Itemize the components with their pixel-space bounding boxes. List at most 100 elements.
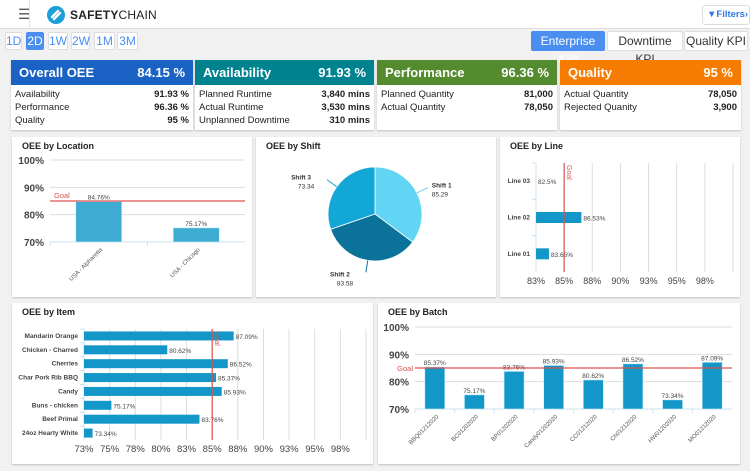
data-label: 80.62% (582, 373, 604, 380)
data-label: 73.34% (95, 431, 117, 438)
y-tick-label: 100% (18, 156, 44, 167)
top-bar: ☰ SAFETYCHAIN ▼Filters› (0, 0, 750, 29)
data-label: 83.65% (551, 252, 573, 259)
pie-slice (327, 166, 376, 230)
time-range-2w[interactable]: 2W (71, 32, 90, 50)
pie-value: 73.34 (298, 184, 315, 191)
pie-label: Shift 1 (432, 183, 452, 190)
oee-by-location-panel: OEE by Location 70% 80% 90% 100% 84.76% USA - … (12, 137, 252, 297)
y-tick-label: Line 03 (508, 178, 531, 185)
bar (84, 428, 93, 438)
x-tick-label: 80% (151, 444, 171, 455)
pie-connector (326, 179, 338, 188)
row-value: 78,050 (523, 102, 553, 113)
oee-by-line-panel: OEE by Line 83% 85% 88% 90% 93% 95% 98% 82.5% Lin… (500, 137, 740, 297)
bar (662, 399, 683, 410)
bar (464, 394, 485, 410)
y-tick-label: 90% (24, 183, 44, 194)
card-title: Performance (385, 65, 465, 80)
pie-label: Shift 3 (291, 175, 311, 182)
x-tick-label: 93% (640, 276, 658, 286)
chart-title: OEE by Location (22, 141, 95, 151)
row-label: Performance (15, 102, 70, 113)
x-tick-label: BP01202020 (491, 414, 520, 443)
data-label: 80.62% (169, 348, 191, 355)
x-tick-label: 98% (696, 276, 714, 286)
x-tick-label: 83% (527, 276, 545, 286)
kpi-card-overall-oee: Overall OEE 84.15 % Availability 91.93 % Per… (11, 60, 193, 130)
card-row: Quality 95 % (11, 114, 193, 127)
time-range-1w[interactable]: 1W (48, 32, 68, 50)
bar (622, 363, 644, 410)
goal-label: Goal (54, 191, 70, 200)
x-tick-label: Ch01212020 (610, 414, 639, 443)
time-range-2d[interactable]: 2D (26, 32, 44, 50)
y-tick-label: 24oz Hearty White (22, 430, 78, 437)
row-value: 95 % (167, 115, 189, 126)
y-tick-label: Line 02 (508, 215, 531, 222)
divider (29, 0, 30, 29)
kpi-card-quality: Quality 95 % Actual Quantity 78,050 Rejected… (560, 60, 741, 130)
chevron-right-icon: › (744, 9, 749, 20)
row-value: 3,900 (713, 102, 737, 113)
tab-enterprise-kpi[interactable]: Enterprise KPI (531, 31, 605, 66)
row-label: Unplanned Downtime (199, 115, 290, 126)
card-title: Overall OEE (19, 65, 95, 80)
bar (172, 227, 220, 243)
card-value: 95 % (703, 65, 733, 80)
row-label: Quality (15, 115, 45, 126)
card-row: Performance 96.36 % (11, 101, 193, 114)
time-range-1m[interactable]: 1M (94, 32, 115, 50)
bar (84, 345, 168, 355)
bar (75, 201, 123, 243)
row-label: Actual Quantity (564, 89, 629, 100)
x-tick-label: Candy01202020 (524, 414, 560, 450)
card-header: Performance 96.36 % (377, 60, 557, 85)
data-label: 86.52% (622, 357, 644, 364)
filters-button[interactable]: ▼Filters› (702, 5, 750, 25)
x-tick-label: HW01202020 (648, 414, 679, 445)
row-value: 3,530 mins (321, 102, 370, 113)
data-label: 85.37% (218, 376, 240, 383)
oee-by-shift-chart: Shift 1 85.29 Shift 2 83.58 Shift 3 73.34 (291, 166, 452, 287)
card-title: Availability (203, 65, 272, 80)
bar (503, 371, 525, 410)
row-label: Actual Quantity (381, 102, 446, 113)
time-range-3m[interactable]: 3M (117, 32, 138, 50)
pie-slice (374, 166, 423, 243)
hamburger-icon[interactable]: ☰ (18, 6, 31, 22)
logo-text-bold: SAFETY (70, 8, 119, 22)
x-tick-label: 85% (203, 444, 223, 455)
card-title: Quality (568, 65, 613, 80)
y-tick-label: 80% (24, 211, 44, 222)
pie-label: Shift 2 (330, 271, 350, 278)
data-label: 87.09% (236, 334, 258, 341)
bar (84, 373, 216, 383)
row-value: 78,050 (707, 89, 737, 100)
y-tick-label: 90% (389, 350, 409, 361)
data-label: 75.17% (113, 403, 135, 410)
oee-by-shift-panel: OEE by Shift Shift 1 85.29 Shift 2 83.58 Shif… (256, 137, 496, 297)
x-tick-label: USA - Alpharetta (69, 247, 105, 283)
bar (84, 331, 234, 341)
row-value: 91.93 % (154, 89, 189, 100)
oee-by-batch-panel: OEE by Batch 70% 80% 90% 100% 85.37% BBQ012120… (378, 303, 740, 464)
x-tick-label: 90% (254, 444, 274, 455)
x-tick-label: MO01212020 (688, 414, 718, 444)
card-header: Overall OEE 84.15 % (11, 60, 193, 85)
card-row: Actual Runtime 3,530 mins (195, 101, 374, 114)
row-label: Rejected Quanity (564, 102, 637, 113)
time-range-1d[interactable]: 1D (5, 32, 22, 50)
tab-downtime-kpi[interactable]: Downtime KPI (607, 31, 683, 66)
row-value: 96.36 % (154, 102, 189, 113)
data-label: 73.34% (662, 393, 684, 400)
card-row: Rejected Quanity 3,900 (560, 101, 741, 114)
oee-by-item-panel: OEE by Item 73% 75% 78% 80% 83% 85% 88% 90% 93% 95… (12, 303, 373, 464)
y-tick-label: 70% (389, 405, 409, 416)
card-value: 84.15 % (137, 65, 185, 80)
data-label: 85.93% (543, 358, 565, 365)
x-tick-label: 88% (583, 276, 601, 286)
tab-quality-kpi[interactable]: Quality KPI (684, 31, 748, 51)
row-value: 81,000 (523, 89, 553, 100)
row-value: 3,840 mins (321, 89, 370, 100)
